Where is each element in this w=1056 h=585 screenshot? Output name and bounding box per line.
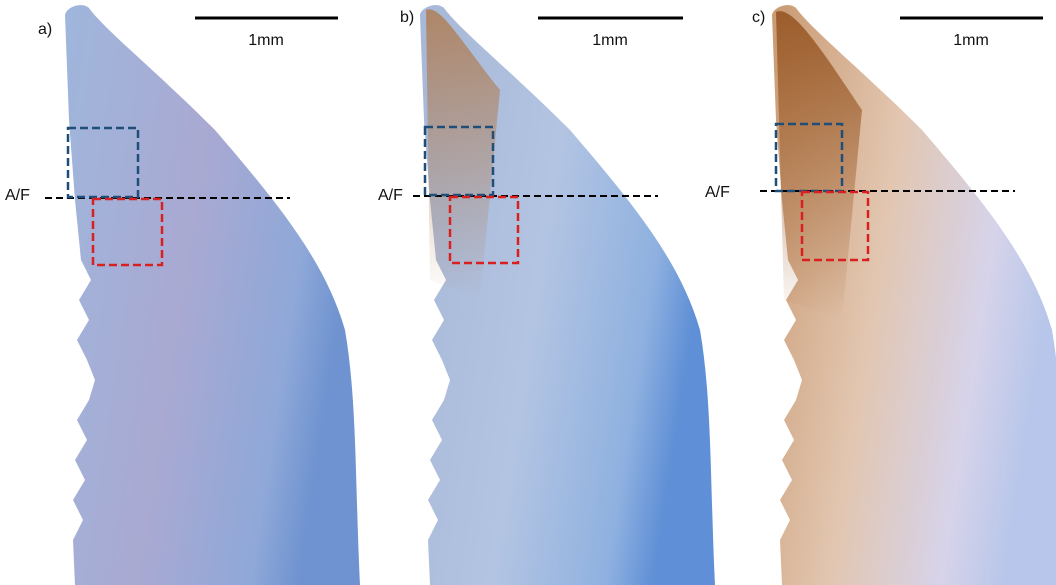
scale-label: 1mm (953, 32, 989, 49)
boundary-label: A/F (705, 184, 730, 201)
scale-label: 1mm (248, 32, 284, 49)
panel-label: a) (38, 21, 52, 38)
figure: a) 1mm A/F b) 1mm A/F c) 1mm A/F (0, 0, 1056, 585)
panel-label: c) (752, 9, 765, 26)
panel-label: b) (400, 9, 414, 26)
tissue-panel-a (65, 5, 360, 585)
boundary-label: A/F (5, 187, 30, 204)
page: a) 1mm A/F b) 1mm A/F c) 1mm A/F (() => … (0, 0, 1056, 585)
boundary-label: A/F (378, 187, 403, 204)
tissue-panel-c (772, 5, 1056, 585)
tissue-panel-b (420, 5, 715, 585)
scale-label: 1mm (592, 32, 628, 49)
